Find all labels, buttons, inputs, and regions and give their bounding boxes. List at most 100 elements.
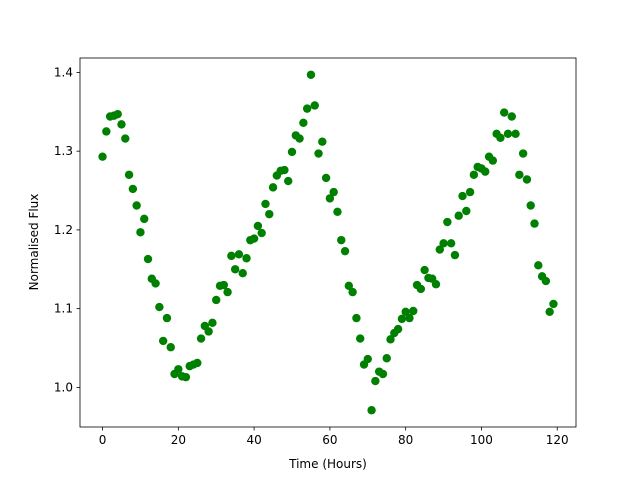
point <box>249 234 259 243</box>
point <box>382 354 391 363</box>
point <box>337 235 346 245</box>
point <box>439 239 448 248</box>
point <box>121 134 130 143</box>
point <box>507 112 516 121</box>
point <box>302 104 312 113</box>
point <box>151 279 160 288</box>
point <box>515 170 524 179</box>
point <box>534 261 543 270</box>
point <box>143 254 153 264</box>
point <box>446 239 456 248</box>
point <box>488 156 498 165</box>
point <box>511 129 520 139</box>
point <box>378 369 388 379</box>
point <box>265 209 274 219</box>
point <box>420 265 429 275</box>
point <box>496 133 505 142</box>
point <box>526 201 535 210</box>
point <box>481 167 490 176</box>
x-axis-label: Time (Hours) <box>288 457 367 471</box>
point <box>113 109 122 119</box>
point <box>132 201 141 210</box>
point <box>193 358 202 368</box>
point <box>287 147 297 157</box>
point <box>242 254 251 263</box>
y-axis-label: Normalised Flux <box>27 194 41 291</box>
point <box>409 306 418 316</box>
x-tick-label: 100 <box>470 433 493 447</box>
point <box>325 194 335 203</box>
x-tick-label: 80 <box>398 433 413 447</box>
point <box>503 129 513 139</box>
point <box>541 276 551 286</box>
point <box>348 287 357 297</box>
point <box>166 343 175 352</box>
point <box>314 149 323 158</box>
point <box>230 265 240 274</box>
point <box>98 152 107 161</box>
point <box>435 245 444 254</box>
point <box>261 199 270 209</box>
point <box>371 376 380 386</box>
point <box>458 191 467 201</box>
point <box>204 327 213 336</box>
point <box>530 219 539 228</box>
point <box>196 334 206 343</box>
x-tick-label: 120 <box>546 433 569 447</box>
x-tick-label: 60 <box>322 433 337 447</box>
point <box>522 175 532 184</box>
x-tick-label: 40 <box>246 433 261 447</box>
y-tick-label: 1.0 <box>54 380 73 394</box>
point <box>318 137 327 146</box>
point <box>102 127 111 136</box>
point <box>295 134 304 143</box>
point <box>393 324 403 334</box>
point <box>431 280 441 289</box>
point <box>219 280 228 290</box>
y-tick-label: 1.2 <box>54 223 73 237</box>
point <box>257 228 266 238</box>
point <box>128 184 138 194</box>
y-tick-label: 1.1 <box>54 302 73 316</box>
point <box>329 187 338 197</box>
point <box>443 217 452 227</box>
point <box>549 299 558 309</box>
point <box>253 221 263 231</box>
point <box>469 170 479 179</box>
point <box>450 250 460 260</box>
point <box>352 313 361 323</box>
point <box>299 118 308 128</box>
point <box>227 251 236 261</box>
plot-frame <box>79 57 577 428</box>
point <box>356 334 365 343</box>
point <box>208 318 217 328</box>
point <box>223 287 232 297</box>
point <box>363 354 372 364</box>
point <box>416 284 426 294</box>
point <box>405 313 414 323</box>
point <box>181 372 191 382</box>
point <box>499 108 509 117</box>
point <box>344 281 354 291</box>
point <box>321 173 331 183</box>
point <box>401 307 410 316</box>
point <box>155 302 164 312</box>
point <box>136 228 145 237</box>
point <box>333 207 342 216</box>
y-tick-label: 1.4 <box>54 65 73 79</box>
point <box>306 70 316 79</box>
point <box>454 211 463 220</box>
point <box>212 295 221 305</box>
point <box>284 176 293 186</box>
point <box>162 313 172 323</box>
x-tick-label: 0 <box>99 433 107 447</box>
point <box>117 120 126 129</box>
x-tick-label: 20 <box>171 433 186 447</box>
point <box>386 335 395 344</box>
point <box>234 250 244 259</box>
point <box>462 206 471 216</box>
point <box>140 214 149 224</box>
point <box>174 365 183 374</box>
